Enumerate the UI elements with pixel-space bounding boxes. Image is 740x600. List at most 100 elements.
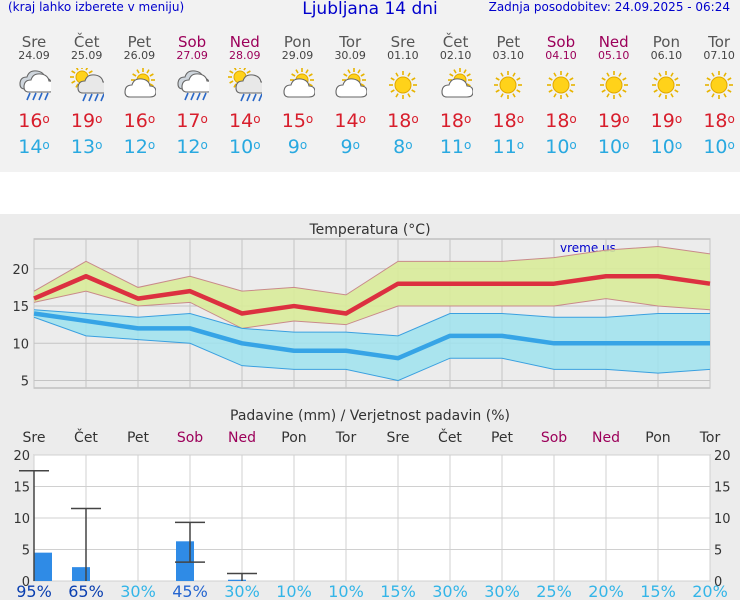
precipitation-bar: [228, 579, 246, 581]
y-tick-label: 20: [12, 263, 29, 278]
band-edge: [33, 245, 711, 296]
day-name: Ned: [229, 33, 260, 51]
min-temperature: 11o: [492, 136, 525, 158]
precipitation-probability: 10%: [276, 582, 312, 600]
day-column: Sob 27.09 17o 12o: [166, 34, 218, 158]
day-date: 04.10: [545, 49, 577, 62]
precipitation-probability: 10%: [328, 582, 364, 600]
max-temperature: 18o: [387, 110, 419, 132]
day-date: 30.09: [334, 49, 366, 62]
day-column: Pon 29.09 15o 9o: [272, 34, 324, 158]
last-update-text: Zadnja posodobitev: 24.09.2025 - 06:24: [488, 0, 730, 14]
y-tick-label: 5: [21, 375, 29, 390]
day-column: Čet 02.10 18o 11o: [430, 34, 482, 158]
precipitation-probability: 30%: [484, 582, 520, 600]
day-name: Pet: [127, 33, 152, 51]
day-date: 02.10: [439, 49, 472, 62]
max-temperature: 14o: [229, 110, 261, 132]
temperature-line: [33, 311, 710, 361]
precipitation-probability: 20%: [692, 582, 728, 600]
x-tick-label: Sob: [541, 430, 567, 446]
sun-cloud-icon: [282, 68, 315, 98]
temperature-band: [34, 309, 710, 381]
precipitation-probability: 30%: [120, 582, 156, 600]
x-tick-label: Tor: [335, 430, 357, 446]
day-date: 07.10: [703, 49, 735, 62]
sun-cloud-icon: [124, 68, 157, 98]
day-column: Čet 25.09 19o 13o: [61, 34, 113, 158]
x-tick-label: Čet: [438, 428, 462, 446]
day-name: Pon: [652, 33, 680, 51]
y-tick-label: 5: [714, 544, 722, 559]
day-date: 29.09: [281, 49, 314, 62]
day-column: Pet 26.09 16o 12o: [113, 34, 165, 158]
precipitation-probability: 45%: [172, 582, 208, 600]
day-column: Pet 03.10 18o 11o: [482, 34, 534, 158]
day-name: Čet: [442, 33, 469, 51]
y-tick-label: 10: [714, 512, 731, 527]
band-edge: [33, 309, 710, 337]
min-temperature: 11o: [439, 136, 472, 158]
day-column: Ned 28.09 14o 10o: [219, 34, 271, 158]
min-temperature: 12o: [123, 136, 156, 158]
day-date: 06.10: [650, 49, 683, 62]
y-tick-label: 5: [22, 544, 30, 559]
precipitation-bar: [34, 552, 52, 581]
day-name: Ned: [598, 33, 629, 51]
day-name: Tor: [708, 33, 731, 51]
day-column: Tor 30.09 14o 9o: [324, 34, 376, 158]
sun-icon: [705, 71, 734, 99]
day-name: Sob: [177, 33, 207, 51]
day-name: Tor: [339, 33, 362, 51]
x-tick-label: Sre: [387, 430, 410, 446]
day-name: Sre: [21, 33, 47, 51]
y-tick-label: 15: [12, 300, 29, 315]
sun-icon: [599, 71, 628, 99]
y-tick-label: 20: [714, 449, 731, 464]
precipitation-probability: 30%: [224, 582, 260, 600]
sun-rain-cloud-icon: [227, 68, 262, 102]
max-temperature: 19o: [650, 110, 683, 132]
day-name: Pon: [283, 33, 312, 51]
x-tick-label: Čet: [74, 428, 98, 446]
day-date: 26.09: [123, 49, 156, 62]
rain-cloud-icon: [19, 70, 51, 101]
min-temperature: 9o: [287, 136, 308, 158]
y-tick-label: 15: [714, 481, 731, 496]
day-column: Tor 07.10 18o 10o: [693, 34, 740, 158]
max-temperature: 16o: [123, 110, 156, 132]
max-temperature: 18o: [703, 110, 735, 132]
y-tick-label: 10: [13, 512, 30, 527]
max-temperature: 19o: [70, 110, 103, 132]
x-tick-label: Pon: [645, 430, 670, 446]
y-tick-label: 0: [714, 575, 722, 590]
y-tick-label: 10: [12, 337, 29, 352]
y-tick-label: 15: [13, 481, 30, 496]
day-date: 24.09: [18, 49, 50, 62]
max-temperature: 18o: [439, 110, 472, 132]
min-temperature: 12o: [176, 136, 208, 158]
sun-rain-cloud-icon: [69, 68, 104, 102]
sun-icon: [547, 71, 575, 99]
y-tick-label: 20: [13, 449, 30, 464]
x-tick-label: Pon: [281, 430, 306, 446]
x-tick-label: Sob: [177, 430, 203, 446]
day-column: Sre 24.09 16o 14o: [8, 34, 60, 158]
location-menu-hint[interactable]: (kraj lahko izberete v meniju): [8, 0, 185, 14]
max-temperature: 14o: [334, 110, 366, 132]
precipitation-probability: 25%: [536, 582, 572, 600]
precipitation-probability: 15%: [640, 582, 676, 600]
sun-cloud-icon: [441, 68, 473, 98]
min-temperature: 10o: [650, 136, 683, 158]
rain-cloud-icon: [177, 70, 210, 101]
temperature-band: [34, 246, 710, 329]
precipitation-probability: 30%: [432, 582, 468, 600]
day-name: Pet: [496, 33, 521, 51]
band-edge: [33, 290, 711, 329]
day-date: 01.10: [387, 49, 419, 62]
min-temperature: 10o: [703, 136, 735, 158]
day-date: 25.09: [70, 49, 103, 62]
sun-cloud-icon: [335, 68, 368, 98]
band-edge: [33, 316, 711, 382]
y-tick-label: 0: [22, 575, 30, 590]
